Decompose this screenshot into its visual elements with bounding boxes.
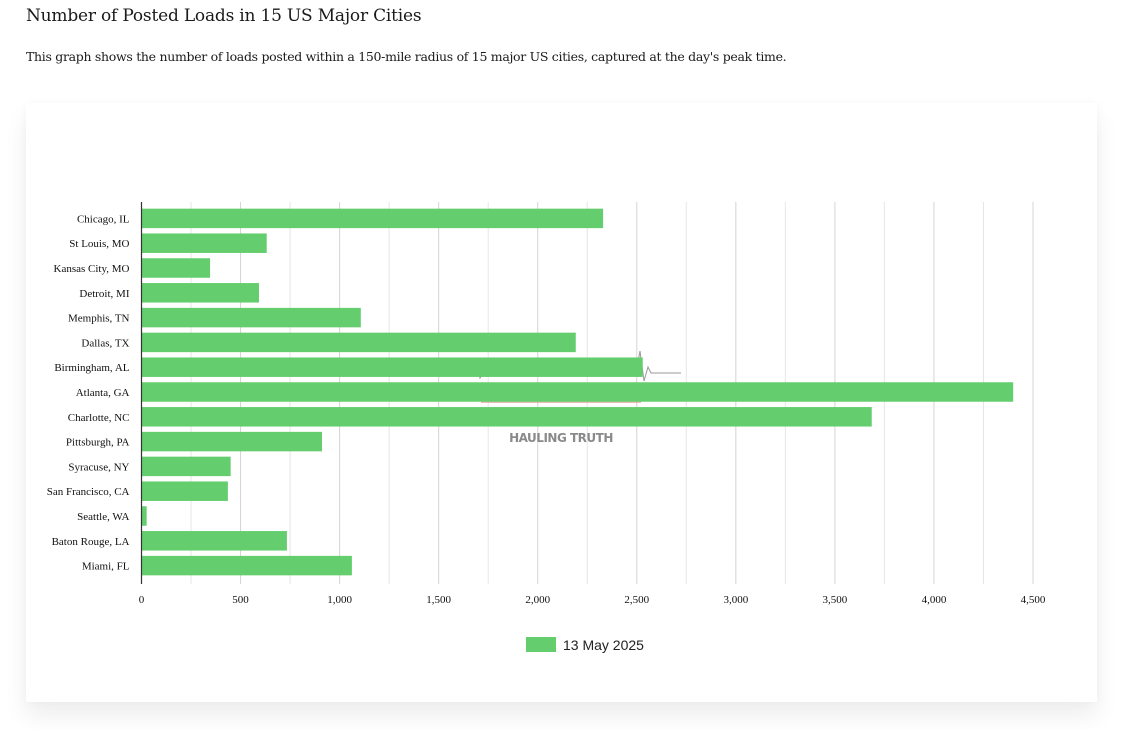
bar[interactable] bbox=[141, 357, 643, 377]
category-labels: Chicago, IL St Louis, MO Kansas City, MO De… bbox=[47, 213, 130, 572]
bar[interactable] bbox=[141, 233, 267, 253]
bar[interactable] bbox=[141, 258, 211, 278]
bar[interactable] bbox=[141, 431, 322, 452]
x-tick-label: 2,000 bbox=[525, 594, 550, 606]
category-label: St Louis, MO bbox=[69, 238, 129, 250]
x-tick-label: 1,500 bbox=[426, 594, 451, 606]
category-label: San Francisco, CA bbox=[47, 486, 130, 498]
x-tick-labels: 0 500 1,000 1,500 2,000 2,500 3,000 3,500 4,000 4… bbox=[139, 594, 1046, 606]
category-label: Syracuse, NY bbox=[68, 461, 129, 473]
x-tick-label: 0 bbox=[139, 594, 145, 606]
bar[interactable] bbox=[141, 283, 259, 303]
watermark-text: HAULING TRUTH bbox=[509, 431, 613, 445]
bar[interactable] bbox=[141, 481, 228, 501]
x-tick-label: 500 bbox=[232, 594, 249, 606]
category-label: Seattle, WA bbox=[77, 511, 129, 523]
bar[interactable] bbox=[141, 208, 604, 229]
category-label: Pittsburgh, PA bbox=[66, 437, 130, 449]
x-tick-label: 4,500 bbox=[1021, 594, 1046, 606]
category-label: Baton Rouge, LA bbox=[52, 536, 130, 548]
bar[interactable] bbox=[141, 506, 147, 526]
category-label: Kansas City, MO bbox=[54, 263, 130, 275]
bar[interactable] bbox=[141, 555, 352, 576]
page-description: This graph shows the number of loads pos… bbox=[26, 49, 787, 64]
category-label: Birmingham, AL bbox=[54, 362, 129, 374]
x-tick-label: 3,000 bbox=[723, 594, 748, 606]
category-label: Miami, FL bbox=[82, 561, 130, 573]
chart-card: HAULING TRUTH Chicago, IL St Louis, MO Kan… bbox=[26, 103, 1097, 702]
category-label: Charlotte, NC bbox=[68, 412, 130, 424]
bar[interactable] bbox=[141, 332, 576, 353]
category-label: Chicago, IL bbox=[77, 213, 130, 225]
bar[interactable] bbox=[141, 382, 1014, 402]
bar-chart: HAULING TRUTH Chicago, IL St Louis, MO Kan… bbox=[47, 202, 1046, 653]
bar[interactable] bbox=[141, 307, 361, 328]
page-title: Number of Posted Loads in 15 US Major Ci… bbox=[26, 6, 422, 26]
bar[interactable] bbox=[141, 407, 872, 427]
category-label: Dallas, TX bbox=[81, 337, 129, 349]
category-label: Detroit, MI bbox=[79, 288, 129, 300]
bars bbox=[141, 208, 1014, 576]
legend[interactable]: 13 May 2025 bbox=[526, 637, 644, 653]
x-tick-label: 2,500 bbox=[624, 594, 649, 606]
category-label: Memphis, TN bbox=[68, 313, 130, 325]
bar[interactable] bbox=[141, 531, 287, 551]
x-tick-label: 1,000 bbox=[327, 594, 352, 606]
bar[interactable] bbox=[141, 456, 231, 477]
legend-swatch bbox=[526, 637, 556, 652]
category-label: Atlanta, GA bbox=[76, 387, 130, 399]
legend-label: 13 May 2025 bbox=[563, 637, 644, 653]
x-tick-label: 4,000 bbox=[922, 594, 947, 606]
x-tick-label: 3,500 bbox=[823, 594, 848, 606]
